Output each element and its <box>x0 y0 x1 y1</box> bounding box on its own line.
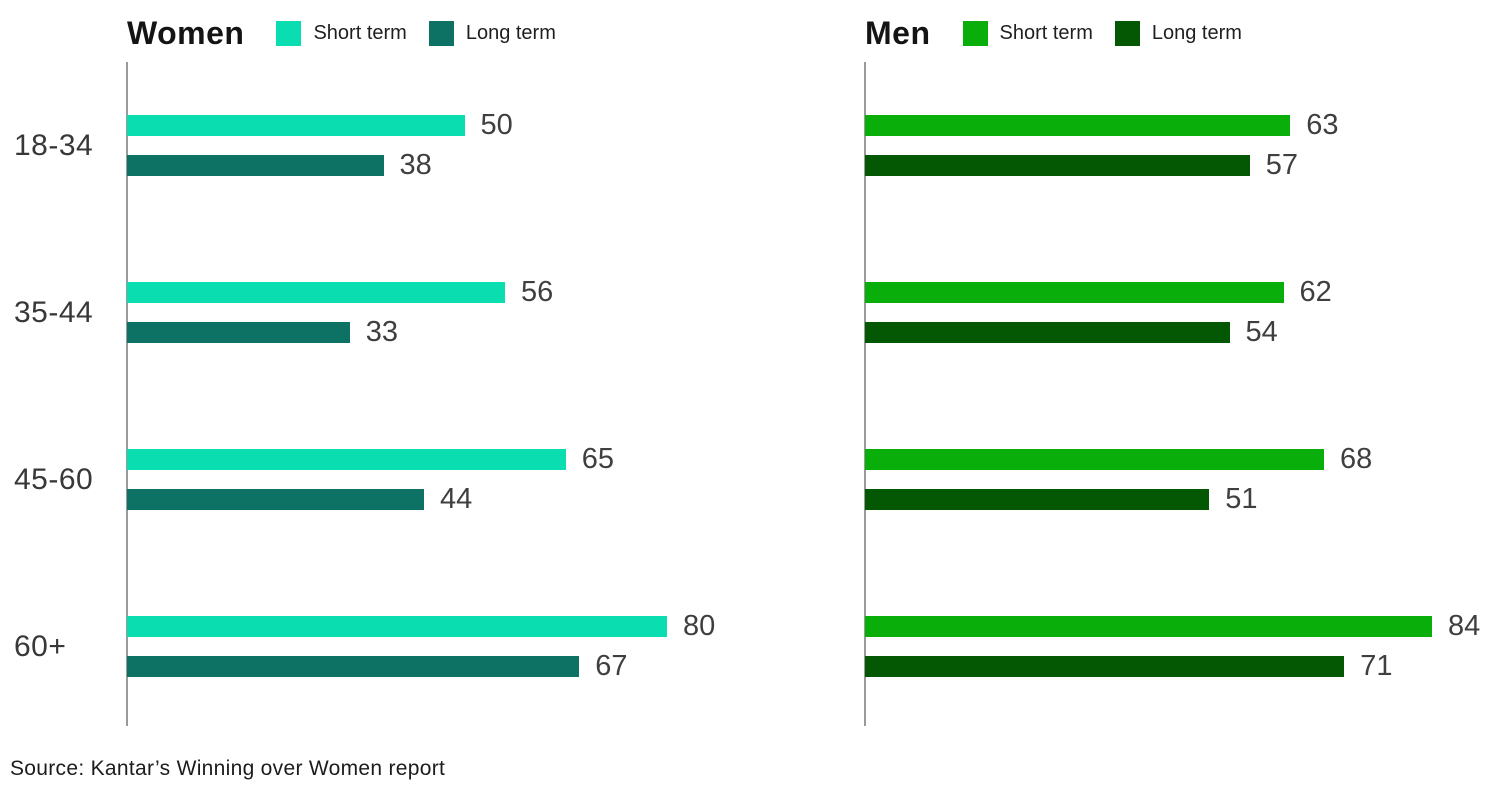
bar-value-label: 84 <box>1448 610 1481 642</box>
legend-swatch-long-term <box>428 20 454 46</box>
bar-row: 84 <box>865 612 1480 641</box>
bar-row: 68 <box>865 445 1372 474</box>
bar-women-long-term-45-60 <box>127 489 424 510</box>
bar-row: 54 <box>865 318 1278 347</box>
category-label-45-60: 45-60 <box>14 462 94 496</box>
chart-title-women: Women <box>127 14 245 51</box>
bar-value-label: 44 <box>440 483 473 515</box>
bar-value-label: 63 <box>1306 109 1339 141</box>
bar-value-label: 51 <box>1225 483 1258 515</box>
chart-header: Men Short term Long term <box>865 10 1242 56</box>
bar-value-label: 80 <box>683 610 716 642</box>
legend: Short term Long term <box>276 20 556 46</box>
legend: Short term Long term <box>962 20 1242 46</box>
bar-value-label: 50 <box>480 109 513 141</box>
bar-row: 65 <box>127 445 614 474</box>
bar-value-label: 54 <box>1245 316 1278 348</box>
legend-item-long-term: Long term <box>428 20 556 46</box>
legend-item-short-term: Short term <box>276 20 407 46</box>
legend-label: Long term <box>1151 21 1242 44</box>
bar-row: 67 <box>127 652 628 681</box>
bar-row: 62 <box>865 278 1332 307</box>
bar-row: 57 <box>865 151 1298 180</box>
bar-value-label: 56 <box>521 276 554 308</box>
bar-women-short-term-60 <box>127 616 667 637</box>
y-axis-line <box>126 62 128 726</box>
bar-women-long-term-60 <box>127 656 580 677</box>
y-axis-line <box>864 62 866 726</box>
bar-men-short-term-60 <box>865 616 1432 637</box>
legend-label: Long term <box>465 21 556 44</box>
source-note: Source: Kantar’s Winning over Women repo… <box>10 757 446 780</box>
bar-men-long-term-45-60 <box>865 489 1210 510</box>
bar-women-long-term-18-34 <box>127 155 384 176</box>
bar-row: 50 <box>127 111 513 140</box>
chart-header: Women Short term Long term <box>127 10 556 56</box>
bar-men-long-term-35-44 <box>865 322 1230 343</box>
bar-row: 71 <box>865 652 1393 681</box>
category-label-35-44: 35-44 <box>14 295 94 329</box>
bar-value-label: 67 <box>595 650 628 682</box>
category-label-60: 60+ <box>14 629 67 663</box>
bar-row: 63 <box>865 111 1339 140</box>
bar-row: 38 <box>127 151 432 180</box>
bar-men-long-term-60 <box>865 656 1345 677</box>
category-label-18-34: 18-34 <box>14 128 94 162</box>
legend-item-short-term: Short term <box>962 20 1093 46</box>
legend-swatch-short-term <box>276 20 302 46</box>
bar-row: 44 <box>127 485 472 514</box>
bar-row: 56 <box>127 278 553 307</box>
bar-value-label: 71 <box>1360 650 1393 682</box>
bar-value-label: 65 <box>581 443 615 475</box>
bar-women-long-term-35-44 <box>127 322 350 343</box>
bar-value-label: 62 <box>1299 276 1332 308</box>
bar-men-short-term-35-44 <box>865 282 1284 303</box>
legend-item-long-term: Long term <box>1114 20 1242 46</box>
bar-value-label: 33 <box>365 316 399 348</box>
bar-value-label: 38 <box>399 149 432 181</box>
chart-title-men: Men <box>865 14 931 51</box>
bar-row: 51 <box>865 485 1258 514</box>
bar-men-long-term-18-34 <box>865 155 1250 176</box>
bar-women-short-term-35-44 <box>127 282 505 303</box>
legend-label: Short term <box>313 21 407 44</box>
bar-men-short-term-45-60 <box>865 449 1324 470</box>
bar-value-label: 68 <box>1340 443 1373 475</box>
bar-men-short-term-18-34 <box>865 115 1291 136</box>
legend-swatch-long-term <box>1114 20 1140 46</box>
legend-swatch-short-term <box>962 20 988 46</box>
legend-label: Short term <box>999 21 1093 44</box>
bar-row: 33 <box>127 318 398 347</box>
bar-row: 80 <box>127 612 715 641</box>
bar-women-short-term-45-60 <box>127 449 566 470</box>
bar-women-short-term-18-34 <box>127 115 465 136</box>
bar-value-label: 57 <box>1265 149 1299 181</box>
